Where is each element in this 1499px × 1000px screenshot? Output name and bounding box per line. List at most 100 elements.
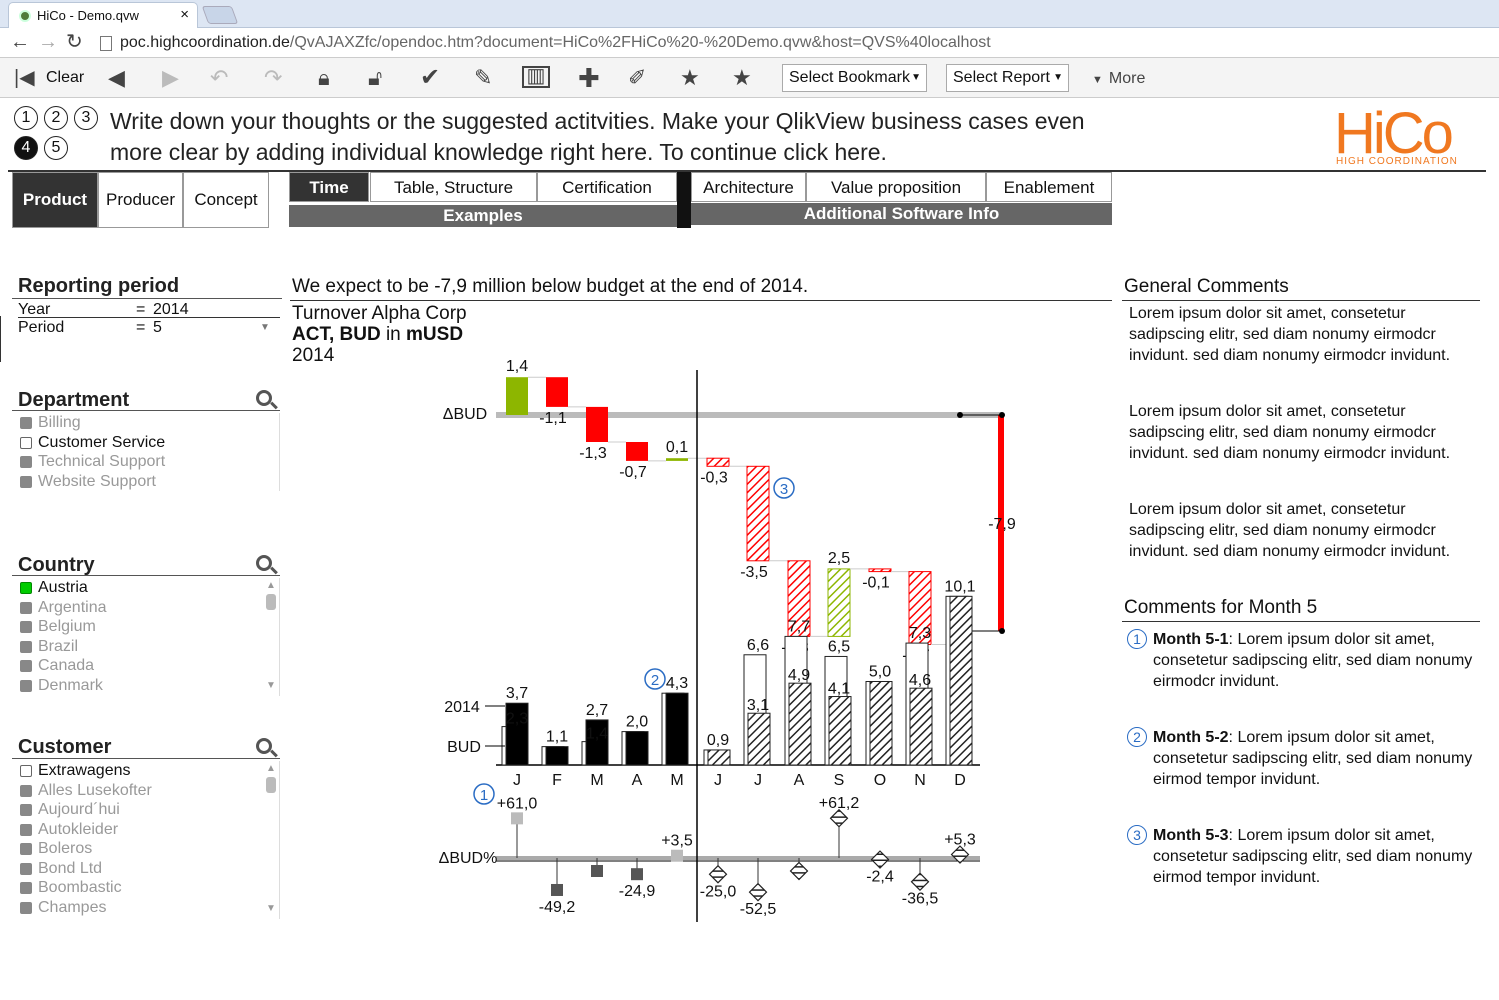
- list-item[interactable]: Technical Support: [18, 452, 279, 472]
- bookmark-icon[interactable]: ★: [732, 65, 752, 90]
- list-item-label: Technical Support: [38, 453, 166, 470]
- back-selection-icon[interactable]: ◀: [108, 65, 125, 90]
- tab-value-proposition[interactable]: Value proposition: [806, 172, 986, 202]
- bar-top-label: 2,0: [626, 714, 648, 731]
- bar-top-label: 0,9: [707, 732, 729, 749]
- period-dropdown-icon[interactable]: ▼: [260, 322, 270, 333]
- list-item[interactable]: Billing: [18, 413, 279, 433]
- select-bookmark-dropdown[interactable]: Select Bookmark ▼: [782, 64, 927, 92]
- tab-table-structure[interactable]: Table, Structure: [370, 172, 537, 202]
- more-button[interactable]: ▼ More: [1092, 70, 1145, 88]
- checkmark-icon[interactable]: ✔: [420, 64, 441, 91]
- tab-certification[interactable]: Certification: [537, 172, 677, 202]
- list-item[interactable]: Belgium: [18, 617, 279, 637]
- list-item[interactable]: Customer Service: [18, 433, 279, 453]
- url-field[interactable]: poc.highcoordination.de/QvAJAXZfc/opendo…: [96, 32, 1496, 54]
- browser-tab[interactable]: HiCo - Demo.qvw ×: [8, 2, 198, 28]
- pin-icon[interactable]: ✐: [628, 65, 647, 90]
- year-label: Year: [18, 301, 51, 318]
- clear-icon[interactable]: |◀: [14, 67, 35, 89]
- tab-product[interactable]: Product: [12, 172, 98, 228]
- reload-icon[interactable]: ↻: [66, 31, 83, 53]
- list-item[interactable]: Austria: [18, 578, 279, 598]
- list-item[interactable]: Boleros: [18, 839, 279, 859]
- intro-text[interactable]: Write down your thoughts or the suggeste…: [110, 108, 1085, 165]
- checkbox-icon: [20, 417, 32, 429]
- step-2[interactable]: 2: [44, 106, 68, 130]
- marker-2[interactable]: 2: [644, 668, 666, 690]
- marker-1-icon[interactable]: 1: [1127, 629, 1147, 649]
- more-arrow-icon: ▼: [1092, 74, 1103, 86]
- customer-search-icon[interactable]: [256, 738, 272, 754]
- list-item[interactable]: Extrawagens: [18, 761, 279, 781]
- unlock-icon[interactable]: 🔓︎: [368, 65, 383, 90]
- add-icon[interactable]: ✚: [578, 63, 600, 93]
- list-item[interactable]: Bond Ltd: [18, 859, 279, 879]
- list-item[interactable]: Boombastic: [18, 878, 279, 898]
- scroll-up-icon[interactable]: ▲: [266, 580, 276, 591]
- actual-bar: [949, 595, 973, 766]
- forward-selection-icon[interactable]: ▶: [162, 65, 179, 90]
- bar-top-label: 6,5: [828, 638, 850, 655]
- marker-3-icon[interactable]: 3: [1127, 825, 1147, 845]
- close-tab-icon[interactable]: ×: [180, 6, 189, 23]
- step-3[interactable]: 3: [74, 106, 98, 130]
- list-item[interactable]: Alles Lusekofter: [18, 781, 279, 801]
- marker-1[interactable]: 1: [473, 783, 495, 805]
- list-item[interactable]: Brazil: [18, 637, 279, 657]
- lock-icon[interactable]: 🔒︎: [318, 65, 330, 90]
- country-scrollbar[interactable]: ▲ ▼: [264, 578, 278, 696]
- select-report-dropdown[interactable]: Select Report ▼: [946, 64, 1069, 92]
- scroll-down-icon[interactable]: ▼: [266, 680, 276, 691]
- list-item[interactable]: Denmark: [18, 676, 279, 696]
- step-5[interactable]: 5: [44, 136, 68, 160]
- list-item[interactable]: Champes: [18, 898, 279, 918]
- scroll-thumb[interactable]: [266, 777, 276, 793]
- chart-icon[interactable]: ▥: [522, 66, 550, 88]
- pct-label: -36,5: [902, 891, 939, 908]
- list-item[interactable]: Argentina: [18, 598, 279, 618]
- list-item[interactable]: Website Support: [18, 472, 279, 492]
- undo-icon[interactable]: ↶: [210, 65, 229, 90]
- pct-marker: [748, 882, 768, 902]
- list-item-label: Bond Ltd: [38, 859, 103, 877]
- country-search-icon[interactable]: [256, 555, 272, 571]
- department-search-icon[interactable]: [256, 390, 272, 406]
- marker-3[interactable]: 3: [773, 477, 795, 499]
- total-variance-label: -7,9: [988, 516, 1016, 533]
- period-row[interactable]: Period = 5 ▼: [18, 318, 280, 338]
- tab-producer[interactable]: Producer: [98, 172, 183, 228]
- tab-concept[interactable]: Concept: [183, 172, 269, 228]
- list-item-label: Alles Lusekofter: [38, 781, 152, 799]
- country-divider: [12, 575, 280, 576]
- scroll-thumb[interactable]: [266, 594, 276, 610]
- customer-title: Customer: [18, 736, 112, 758]
- year-value: 2014: [153, 301, 189, 318]
- edit-icon[interactable]: ✎: [474, 65, 493, 90]
- redo-icon[interactable]: ↷: [264, 65, 283, 90]
- reporting-period-title: Reporting period: [18, 275, 180, 297]
- tab-architecture[interactable]: Architecture: [691, 172, 806, 202]
- pct-label: +61,0: [497, 795, 538, 812]
- bookmark-add-icon[interactable]: ★: [680, 65, 700, 90]
- list-item[interactable]: Aujourd´hui: [18, 800, 279, 820]
- forward-icon[interactable]: →: [38, 31, 58, 53]
- clear-button[interactable]: Clear: [46, 69, 85, 86]
- forecast-statement: We expect to be -7,9 million below budge…: [292, 276, 809, 297]
- step-4[interactable]: 4: [14, 136, 38, 160]
- step-1[interactable]: 1: [14, 106, 38, 130]
- month-comment-text: : Lorem ipsum dolor sit amet, consetetur…: [1153, 827, 1473, 886]
- month-tick-label: D: [954, 772, 966, 789]
- list-item[interactable]: Canada: [18, 656, 279, 676]
- marker-2-icon[interactable]: 2: [1127, 727, 1147, 747]
- year-row[interactable]: Year = 2014: [18, 300, 280, 318]
- scroll-up-icon[interactable]: ▲: [266, 763, 276, 774]
- scroll-down-icon[interactable]: ▼: [266, 903, 276, 914]
- list-item[interactable]: Autokleider: [18, 820, 279, 840]
- tab-enablement[interactable]: Enablement: [986, 172, 1112, 202]
- month-tick-label: J: [513, 772, 521, 789]
- back-icon[interactable]: ←: [10, 31, 30, 53]
- customer-scrollbar[interactable]: ▲ ▼: [264, 761, 278, 919]
- tab-time[interactable]: Time: [289, 172, 369, 202]
- period-value: 5: [153, 319, 162, 336]
